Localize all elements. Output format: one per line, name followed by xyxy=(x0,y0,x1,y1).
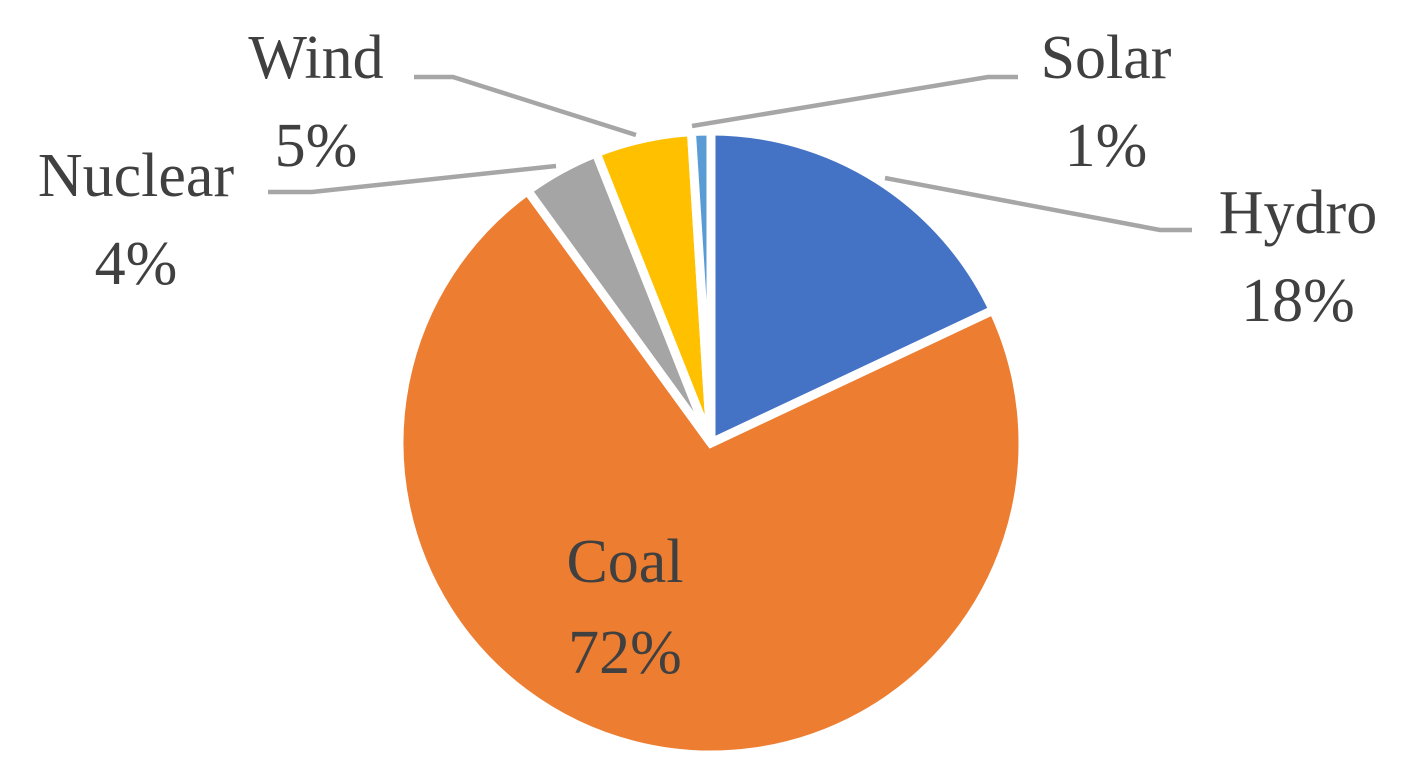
leader-line-wind xyxy=(414,74,637,138)
slice-coal xyxy=(394,184,1028,760)
slice-hydro xyxy=(706,126,1000,451)
slice-value-nuclear: 4% xyxy=(95,230,178,298)
leader-line-solar xyxy=(691,74,1018,129)
leader-lines xyxy=(268,74,1192,233)
slice-label-hydro: Hydro xyxy=(1219,179,1377,247)
slice-label-nuclear: Nuclear xyxy=(38,142,235,210)
slice-solar xyxy=(686,126,716,444)
slice-value-wind: 5% xyxy=(275,112,358,180)
leader-line-nuclear xyxy=(268,163,557,195)
pie-slices xyxy=(394,126,1028,760)
data-labels: Hydro 18% Coal 72% Nuclear 4% Wind 5% Solar 1% xyxy=(38,24,1377,687)
slice-label-solar: Solar xyxy=(1041,24,1172,92)
slice-value-hydro: 18% xyxy=(1241,267,1355,335)
slice-label-coal: Coal xyxy=(566,528,683,596)
slice-value-solar: 1% xyxy=(1065,112,1148,180)
leader-line-hydro xyxy=(884,175,1192,233)
slice-value-coal: 72% xyxy=(568,619,682,687)
slice-label-wind: Wind xyxy=(248,24,383,92)
